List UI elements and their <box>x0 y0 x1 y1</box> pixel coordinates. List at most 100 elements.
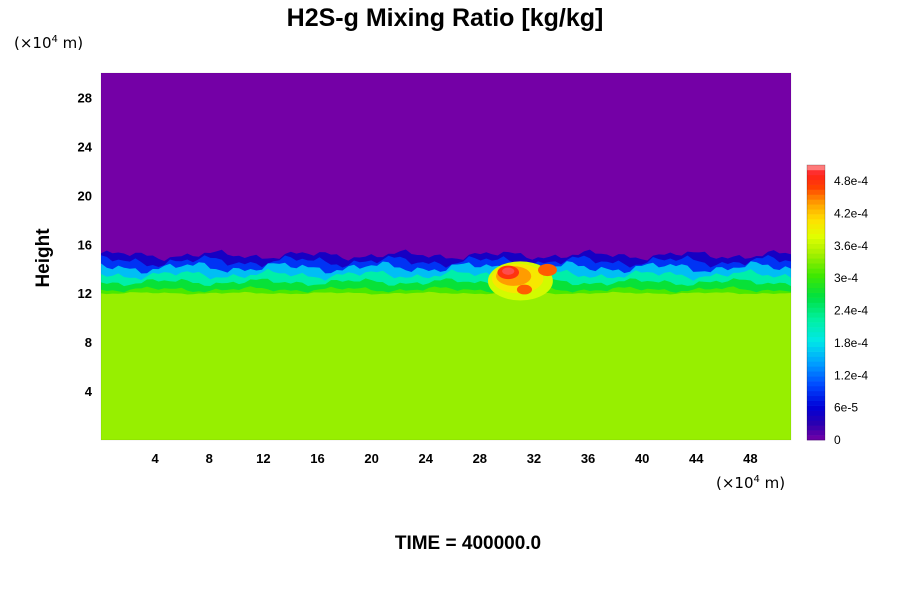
colorbar-tick-label: 6e-5 <box>834 401 858 415</box>
lower-layer-fill <box>101 298 791 440</box>
y-tick-label: 20 <box>78 188 92 203</box>
colorbar-swatch <box>807 371 825 377</box>
x-tick-label: 24 <box>418 451 433 466</box>
plot-area <box>101 73 791 440</box>
colorbar-swatch <box>807 248 825 254</box>
colorbar-swatch <box>807 297 825 303</box>
plume-contour-5 <box>502 267 515 275</box>
x-tick-label: 40 <box>635 451 649 466</box>
x-tick-label: 8 <box>206 451 213 466</box>
colorbar-swatch <box>807 268 825 274</box>
colorbar-swatch <box>807 189 825 195</box>
colorbar-swatch <box>807 307 825 313</box>
y-unit-label: (×104 m) <box>14 34 83 52</box>
chart-title: H2S-g Mixing Ratio [kg/kg] <box>287 4 604 32</box>
x-tick-label: 32 <box>527 451 541 466</box>
colorbar-swatch <box>807 435 825 441</box>
colorbar-swatch <box>807 263 825 269</box>
colorbar-swatch <box>807 165 825 171</box>
colorbar-swatch <box>807 174 825 181</box>
x-tick-label: 36 <box>581 451 595 466</box>
x-tick-label: 4 <box>152 451 160 466</box>
x-ticks: 4 8 12 16 20 24 28 32 36 40 44 48 <box>152 451 758 466</box>
colorbar-swatch <box>807 194 825 200</box>
colorbar-swatch <box>807 214 825 220</box>
y-tick-label: 4 <box>85 384 93 399</box>
colorbar-swatch <box>807 420 825 426</box>
plume <box>487 261 557 301</box>
colorbar-swatch <box>807 395 825 402</box>
y-tick-label: 16 <box>78 237 92 252</box>
colorbar-tick-label: 3e-4 <box>834 271 858 285</box>
colorbar-swatch <box>807 317 825 323</box>
colorbar-swatch <box>807 400 825 406</box>
colorbar-swatch <box>807 356 825 362</box>
colorbar-swatch <box>807 184 825 190</box>
y-tick-label: 12 <box>78 286 92 301</box>
colorbar-tick-label: 0 <box>834 433 841 447</box>
colorbar-swatch <box>807 327 825 333</box>
colorbar-tick-label: 4.8e-4 <box>834 174 868 188</box>
colorbar-swatch <box>807 243 825 249</box>
colorbar-tick-label: 2.4e-4 <box>834 304 868 318</box>
colorbar-swatch <box>807 219 825 225</box>
colorbar-tick-label: 4.2e-4 <box>834 207 868 221</box>
colorbar-swatch <box>807 430 825 436</box>
x-tick-label: 20 <box>364 451 378 466</box>
colorbar-swatch <box>807 273 825 279</box>
colorbar: 0 6e-5 1.2e-4 1.8e-4 2.4e-4 3e-4 3.6e-4 4.2e-4 4… <box>806 164 868 447</box>
colorbar-swatch <box>807 425 825 431</box>
colorbar-swatch <box>807 228 825 235</box>
x-tick-label: 16 <box>310 451 324 466</box>
colorbar-tick-label: 3.6e-4 <box>834 239 868 253</box>
y-tick-label: 8 <box>85 335 92 350</box>
y-tick-label: 24 <box>78 139 93 154</box>
colorbar-swatch <box>807 233 825 239</box>
colorbar-swatch <box>807 351 825 357</box>
y-ticks: 4 8 12 16 20 24 28 <box>78 90 93 399</box>
x-tick-label: 28 <box>473 451 487 466</box>
field-layers <box>101 249 791 440</box>
colorbar-swatch <box>807 223 825 230</box>
x-unit-label: (×104 m) <box>716 474 785 492</box>
plume-satellite-1 <box>538 263 557 277</box>
colorbar-swatch <box>807 253 825 259</box>
y-tick-label: 28 <box>78 90 92 105</box>
colorbar-swatch <box>807 238 825 244</box>
colorbar-swatch <box>807 209 825 215</box>
colorbar-swatch <box>807 366 825 372</box>
colorbar-swatch <box>807 376 825 382</box>
colorbar-swatch <box>807 287 825 293</box>
colorbar-swatch <box>807 282 825 289</box>
colorbar-swatch <box>807 277 825 284</box>
colorbar-swatch <box>807 410 825 416</box>
colorbar-swatch <box>807 346 825 352</box>
colorbar-swatch <box>807 258 825 264</box>
colorbar-swatch <box>807 322 825 328</box>
colorbar-swatch <box>807 331 825 338</box>
colorbar-swatch <box>807 336 825 343</box>
colorbar-tick-label: 1.8e-4 <box>834 336 868 350</box>
x-tick-label: 44 <box>689 451 704 466</box>
x-tick-label: 48 <box>743 451 757 466</box>
colorbar-swatch <box>807 292 825 298</box>
colorbar-tick-label: 1.2e-4 <box>834 368 868 382</box>
y-axis-label: Height <box>33 228 54 288</box>
plot-frame <box>100 72 792 441</box>
colorbar-swatch <box>807 381 825 387</box>
x-tick-label: 12 <box>256 451 270 466</box>
plume-satellite-2 <box>516 284 533 295</box>
colorbar-swatch <box>807 199 825 205</box>
colorbar-swatch <box>807 312 825 318</box>
colorbar-swatch <box>807 361 825 367</box>
colorbar-swatch <box>807 169 825 176</box>
time-footer: TIME = 400000.0 <box>395 533 541 554</box>
colorbar-swatch <box>807 179 825 185</box>
colorbar-swatch <box>807 341 825 347</box>
colorbar-swatch <box>807 385 825 392</box>
colorbar-frame <box>806 164 826 441</box>
colorbar-swatch <box>807 302 825 308</box>
colorbar-swatch <box>807 390 825 397</box>
colorbar-swatch <box>807 415 825 421</box>
